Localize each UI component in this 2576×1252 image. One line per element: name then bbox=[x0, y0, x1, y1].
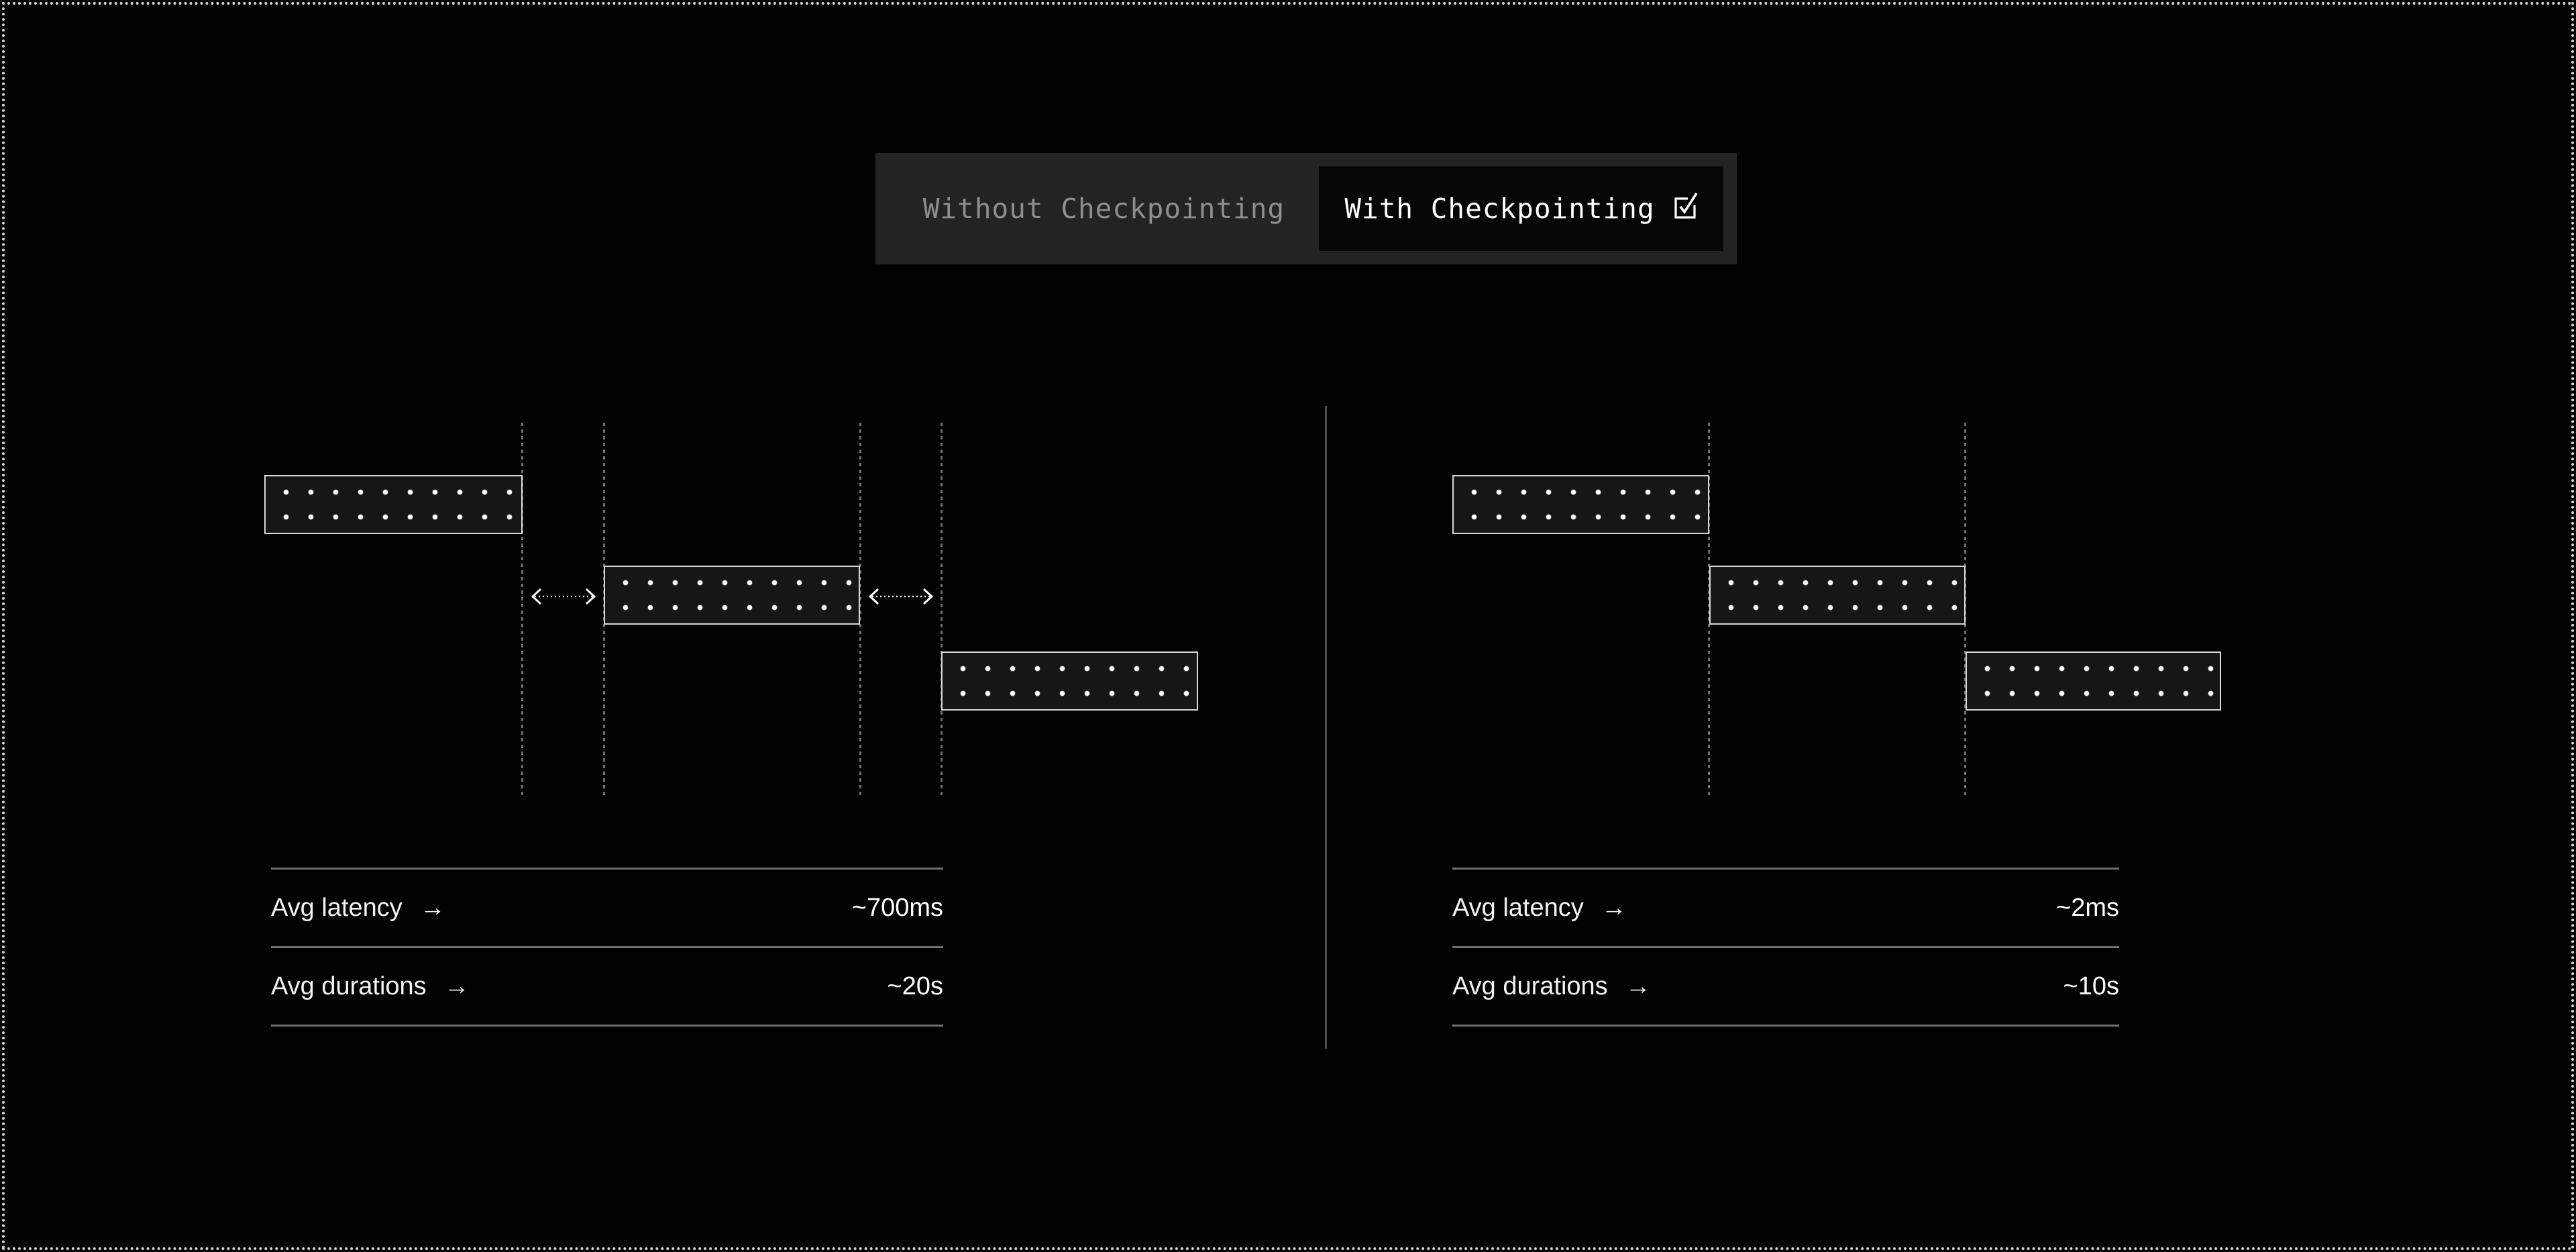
stat-row: Avg latency → ~700ms bbox=[271, 870, 943, 946]
stat-row: Avg durations → ~20s bbox=[271, 948, 943, 1025]
task-bar-left-2 bbox=[604, 566, 860, 625]
right-arrow-icon: → bbox=[1601, 893, 1627, 922]
stat-rule bbox=[271, 946, 943, 948]
stat-label: Avg latency bbox=[271, 893, 402, 922]
tab-with-checkpointing[interactable]: With Checkpointing bbox=[1319, 166, 1723, 251]
stat-rule bbox=[1452, 1025, 2119, 1027]
task-bar-left-3 bbox=[941, 651, 1198, 711]
guide-line bbox=[521, 423, 523, 798]
tab-without-label: Without Checkpointing bbox=[922, 193, 1285, 225]
stat-row: Avg latency → ~2ms bbox=[1452, 870, 2119, 946]
stat-value: ~2ms bbox=[2056, 893, 2119, 922]
checkpointing-toggle: Without Checkpointing With Checkpointing bbox=[875, 153, 1737, 264]
stat-value: ~10s bbox=[2063, 972, 2119, 1000]
stat-label-group: Avg latency → bbox=[271, 894, 445, 923]
stat-label: Avg latency bbox=[1452, 893, 1584, 922]
stat-rule bbox=[271, 868, 943, 870]
panel-divider bbox=[1325, 406, 1327, 1049]
stat-value: ~700ms bbox=[851, 893, 943, 922]
stat-rule bbox=[271, 1025, 943, 1027]
task-bar-left-1 bbox=[264, 475, 523, 534]
stats-without-checkpointing: Avg latency → ~700ms Avg durations → ~20… bbox=[271, 868, 943, 1027]
stat-label-group: Avg durations → bbox=[271, 972, 470, 1001]
right-arrow-icon: → bbox=[443, 972, 470, 1000]
guide-line bbox=[859, 423, 861, 798]
task-bar-right-2 bbox=[1709, 566, 1966, 625]
task-bar-right-1 bbox=[1452, 475, 1709, 534]
tab-with-label: With Checkpointing bbox=[1344, 193, 1655, 225]
checked-checkbox-icon bbox=[1674, 193, 1698, 219]
stat-value: ~20s bbox=[887, 972, 943, 1000]
tab-without-checkpointing[interactable]: Without Checkpointing bbox=[889, 166, 1319, 251]
stat-label: Avg durations bbox=[1452, 972, 1608, 1000]
right-arrow-icon: → bbox=[1625, 972, 1651, 1000]
stats-with-checkpointing: Avg latency → ~2ms Avg durations → ~10s bbox=[1452, 868, 2119, 1027]
stat-rule bbox=[1452, 868, 2119, 870]
stat-row: Avg durations → ~10s bbox=[1452, 948, 2119, 1025]
stat-label-group: Avg latency → bbox=[1452, 894, 1627, 923]
latency-gap-arrow-icon bbox=[868, 588, 934, 605]
guide-line bbox=[941, 423, 943, 798]
stat-label: Avg durations bbox=[271, 972, 427, 1000]
stat-label-group: Avg durations → bbox=[1452, 972, 1651, 1001]
latency-gap-arrow-icon bbox=[531, 588, 596, 605]
guide-line bbox=[1708, 423, 1710, 798]
task-bar-right-3 bbox=[1966, 651, 2221, 711]
stat-rule bbox=[1452, 946, 2119, 948]
right-arrow-icon: → bbox=[419, 893, 445, 922]
